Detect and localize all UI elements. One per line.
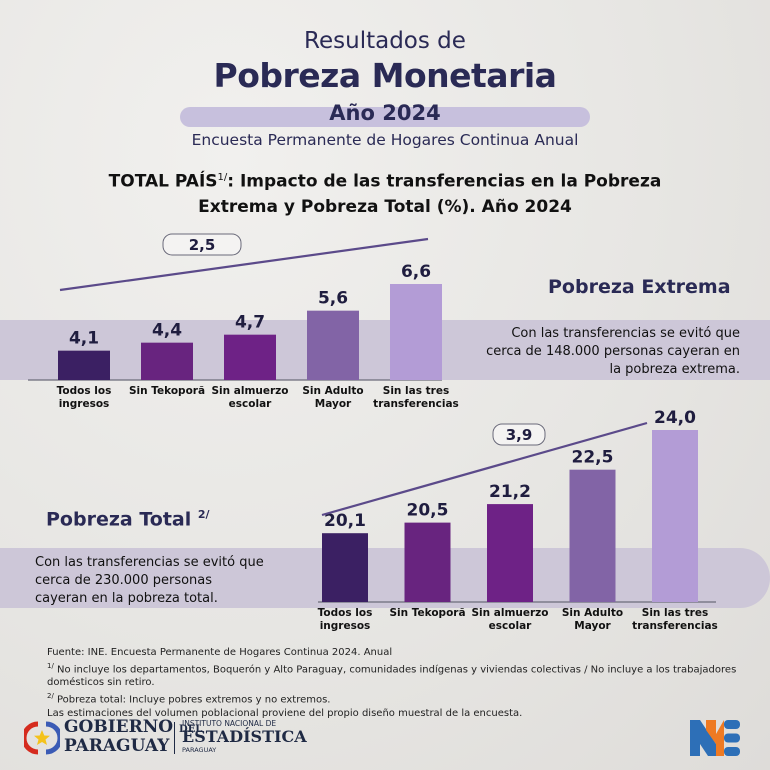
gov-line1: GOBIERNO bbox=[64, 717, 174, 737]
total-title: Pobreza Total 2/ bbox=[46, 508, 210, 530]
extrema-category-label: Sin almuerzo bbox=[211, 385, 288, 397]
footnote-1: 1/ No incluye los departamentos, Boqueró… bbox=[47, 660, 747, 690]
total-note: Con las transferencias se evitó que cerc… bbox=[35, 554, 295, 608]
total-difference-label: 3,9 bbox=[506, 426, 533, 444]
extrema-value-label: 4,1 bbox=[69, 329, 99, 349]
total-bar bbox=[322, 533, 368, 602]
extrema-category-label: Sin Adulto bbox=[302, 385, 363, 397]
total-band bbox=[0, 548, 770, 608]
total-category-label: Sin las tres bbox=[642, 607, 708, 619]
total-category-label: Todos los bbox=[318, 607, 373, 619]
year-label: Año 2024 bbox=[329, 101, 441, 125]
source-note: Fuente: INE. Encuesta Permanente de Hoga… bbox=[47, 647, 393, 658]
total-footnote-ref: 2/ bbox=[197, 508, 210, 521]
footnote-1-text: No incluye los departamentos, Boquerón y… bbox=[47, 663, 737, 689]
extrema-category-label: Sin las tres bbox=[383, 385, 449, 397]
total-bar bbox=[569, 469, 616, 602]
extrema-difference-pill bbox=[162, 233, 242, 256]
extrema-category-label: transferencias bbox=[373, 398, 459, 410]
extrema-category-label: Todos los bbox=[57, 385, 112, 397]
total-bar bbox=[487, 504, 533, 602]
logo-divider bbox=[174, 722, 175, 754]
extrema-value-label: 6,6 bbox=[401, 262, 431, 282]
ine-text: INSTITUTO NACIONAL DE ESTADÍSTICA PARAGU… bbox=[182, 719, 307, 754]
title-line1: Resultados de bbox=[304, 28, 466, 54]
extrema-note-line: la pobreza extrema. bbox=[609, 362, 740, 377]
total-value-label: 21,2 bbox=[489, 482, 531, 502]
extrema-bar bbox=[307, 310, 359, 380]
extrema-category-label: Sin Tekoporã bbox=[129, 385, 205, 397]
extrema-note-line: Con las transferencias se evitó que bbox=[511, 326, 740, 341]
ine-line2: ESTADÍSTICA bbox=[182, 727, 307, 746]
footnote-2-text: Pobreza total: Incluye pobres extremos y… bbox=[53, 694, 331, 706]
total-bar bbox=[652, 430, 698, 602]
total-value-label: 24,0 bbox=[654, 408, 696, 428]
heading-prefix: TOTAL PAÍS bbox=[108, 171, 218, 192]
gobierno-text: GOBIERNO DEL PARAGUAY bbox=[64, 719, 202, 755]
gov-line2: PARAGUAY bbox=[64, 736, 170, 756]
extrema-bar bbox=[390, 284, 442, 380]
gov-del: DEL bbox=[179, 724, 203, 735]
extrema-note-line: cerca de 148.000 personas cayeran en bbox=[486, 344, 740, 359]
gobierno-logo bbox=[21, 720, 63, 760]
extrema-trend-line bbox=[59, 237, 429, 292]
footnotes: Fuente: INE. Encuesta Permanente de Hoga… bbox=[47, 646, 747, 720]
footnote-3: Las estimaciones del volumen poblacional… bbox=[47, 707, 523, 719]
extrema-bar bbox=[58, 350, 110, 380]
extrema-bar bbox=[224, 334, 276, 380]
total-category-label: Sin Adulto bbox=[562, 607, 623, 619]
extrema-note: Con las transferencias se evitó que cerc… bbox=[440, 325, 740, 379]
ine-logo-icon bbox=[690, 720, 740, 756]
total-category-label: transferencias bbox=[632, 620, 718, 632]
heading-line2: Extrema y Pobreza Total (%). Año 2024 bbox=[198, 196, 572, 217]
footnote-2: 2/ Pobreza total: Incluye pobres extremo… bbox=[47, 690, 747, 707]
total-note-line: cayeran en la pobreza total. bbox=[35, 591, 218, 606]
extrema-value-label: 4,7 bbox=[235, 313, 265, 333]
total-value-label: 20,5 bbox=[407, 501, 449, 521]
chart-heading: TOTAL PAÍS1/: Impacto de las transferenc… bbox=[60, 165, 710, 220]
footnote-2-marker: 2/ bbox=[47, 691, 54, 700]
total-category-label: escolar bbox=[489, 620, 532, 632]
extrema-category-label: escolar bbox=[229, 398, 272, 410]
total-note-line: cerca de 230.000 personas bbox=[35, 573, 213, 588]
total-difference-pill bbox=[492, 423, 546, 446]
total-bar bbox=[404, 522, 451, 602]
heading-footnote-ref: 1/ bbox=[217, 172, 228, 183]
extrema-difference-label: 2,5 bbox=[189, 236, 216, 254]
ine-line3: PARAGUAY bbox=[182, 746, 217, 754]
extrema-value-label: 4,4 bbox=[152, 321, 182, 341]
extrema-value-label: 5,6 bbox=[318, 289, 348, 309]
ine-line1: INSTITUTO NACIONAL DE bbox=[182, 719, 277, 728]
extrema-category-label: ingresos bbox=[59, 398, 110, 410]
paraguay-emblem-icon bbox=[21, 721, 63, 755]
total-category-label: Mayor bbox=[574, 620, 611, 632]
total-trend-line bbox=[321, 421, 648, 517]
main-title: Pobreza Monetaria bbox=[213, 56, 557, 95]
footnote-1-marker: 1/ bbox=[47, 661, 54, 670]
extrema-title: Pobreza Extrema bbox=[548, 276, 731, 298]
total-note-line: Con las transferencias se evitó que bbox=[35, 555, 264, 570]
extrema-bar bbox=[141, 342, 193, 380]
extrema-category-label: Mayor bbox=[315, 398, 352, 410]
year-pill-background bbox=[180, 107, 590, 127]
total-value-label: 22,5 bbox=[572, 448, 614, 468]
total-value-label: 20,1 bbox=[324, 511, 366, 531]
heading-rest: : Impacto de las transferencias en la Po… bbox=[227, 171, 662, 192]
survey-subtitle: Encuesta Permanente de Hogares Continua … bbox=[191, 131, 579, 149]
extrema-band bbox=[0, 320, 770, 380]
total-category-label: Sin Tekoporã bbox=[389, 607, 465, 619]
total-category-label: Sin almuerzo bbox=[471, 607, 548, 619]
total-title-text: Pobreza Total bbox=[46, 508, 192, 531]
total-category-label: ingresos bbox=[320, 620, 371, 632]
